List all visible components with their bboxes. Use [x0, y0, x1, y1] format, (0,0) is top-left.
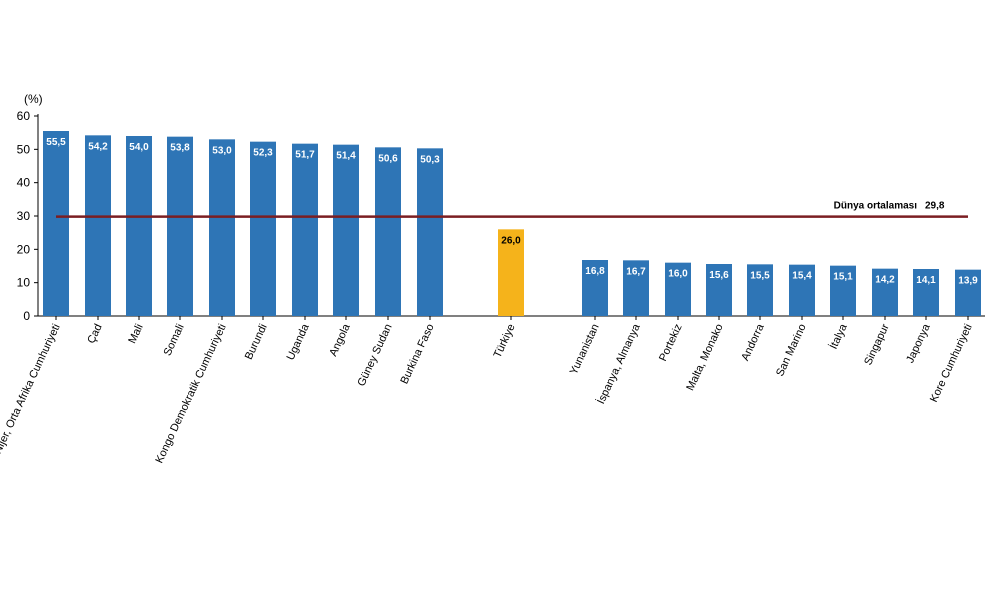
bar — [830, 265, 856, 316]
bar-value-label: 53,8 — [170, 143, 190, 154]
bar-value-label: 13,9 — [958, 276, 978, 287]
category-label: Uganda — [285, 321, 313, 362]
bars — [43, 131, 981, 316]
bar — [955, 269, 981, 316]
bar — [623, 260, 649, 316]
y-tick-label: 0 — [23, 309, 30, 323]
category-label: Andorra — [739, 321, 767, 362]
y-tick-label: 30 — [17, 209, 31, 223]
category-label: Angola — [327, 321, 353, 358]
bar-value-label: 26,0 — [501, 235, 521, 246]
bar — [85, 135, 111, 316]
category-labels: Nijer, Orta Afrika Cumhuriyeti Çad Mali Som… — [0, 321, 975, 465]
bar — [126, 136, 152, 316]
category-label: Kore Cumhuriyeti — [928, 322, 975, 404]
bar — [872, 268, 898, 316]
y-axis-unit-label: (%) — [24, 92, 43, 106]
category-label: Yunanistan — [568, 322, 602, 376]
bar-value-label: 14,1 — [916, 275, 936, 286]
y-tick-label: 20 — [17, 242, 31, 256]
y-tick-label: 60 — [17, 109, 31, 123]
bar-value-label: 51,4 — [336, 151, 356, 162]
value-labels: 55,5 54,2 54,0 53,8 53,0 52,3 51,7 51,4 50,6 50,3… — [46, 137, 978, 287]
reference-line-value: 29,8 — [925, 201, 945, 212]
bar-value-label: 16,8 — [585, 266, 605, 277]
category-label: Singapur — [862, 322, 892, 367]
bar-value-label: 15,1 — [833, 272, 853, 283]
category-label: Malta, Monako — [684, 322, 725, 392]
bar — [417, 148, 443, 316]
y-tick-label: 10 — [17, 276, 31, 290]
bar-value-label: 15,5 — [750, 270, 770, 281]
bar-value-label: 52,3 — [253, 148, 273, 159]
category-label: Güney Sudan — [355, 322, 394, 388]
bar-value-label: 55,5 — [46, 137, 66, 148]
y-tick-label: 50 — [17, 142, 31, 156]
bar — [333, 144, 359, 316]
category-label: San Marino — [774, 322, 809, 378]
category-label: Portekiz — [657, 322, 685, 363]
category-label: Japonya — [904, 321, 933, 365]
bar-value-label: 51,7 — [295, 150, 315, 161]
category-label: Mali — [126, 322, 145, 345]
category-label: Burkina Faso — [398, 322, 436, 386]
bar-value-label: 15,4 — [792, 271, 812, 282]
bar — [913, 269, 939, 316]
bar — [747, 264, 773, 316]
bar — [498, 229, 524, 316]
bar-value-label: 54,2 — [88, 141, 108, 152]
y-axis-ticks: 0 10 20 30 40 50 60 — [17, 109, 38, 323]
bar-value-label: 15,6 — [709, 270, 729, 281]
category-label: İspanya, Almanya — [594, 321, 643, 406]
category-label: Çad — [85, 322, 104, 345]
bar — [706, 264, 732, 316]
y-tick-label: 40 — [17, 176, 31, 190]
category-label: Türkiye — [492, 322, 518, 360]
bar — [292, 143, 318, 316]
bar-value-label: 54,0 — [129, 142, 149, 153]
bar-value-label: 16,0 — [668, 269, 688, 280]
category-label: Burundi — [243, 322, 270, 361]
bar — [582, 260, 608, 316]
bar — [789, 264, 815, 316]
reference-line-label: Dünya ortalaması — [834, 201, 918, 212]
bar-value-label: 53,0 — [212, 145, 232, 156]
bar — [375, 147, 401, 316]
bar-value-label: 16,7 — [626, 266, 646, 277]
category-label: Somali — [162, 322, 187, 358]
bar — [167, 136, 193, 316]
bar-value-label: 50,3 — [420, 154, 440, 165]
bar — [209, 139, 235, 316]
bar-value-label: 14,2 — [875, 275, 895, 286]
bar — [43, 131, 69, 316]
bar-value-label: 50,6 — [378, 153, 398, 164]
bar — [665, 262, 691, 316]
category-label: İtalya — [827, 321, 850, 351]
bar — [250, 141, 276, 316]
category-label: Nijer, Orta Afrika Cumhuriyeti — [0, 322, 63, 456]
reference-line-group: Dünya ortalaması 29,8 — [56, 201, 968, 218]
